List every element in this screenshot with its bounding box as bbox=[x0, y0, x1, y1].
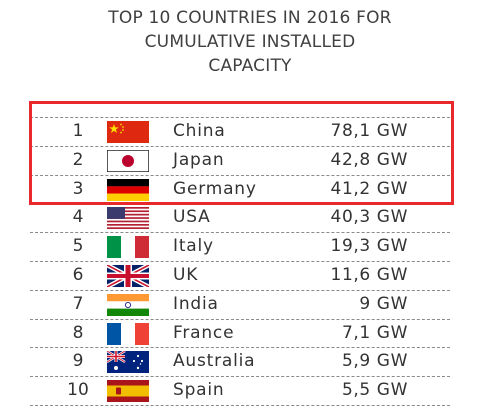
table-row: 8 France 7,1 GW bbox=[30, 320, 450, 349]
australia-flag-icon bbox=[107, 351, 149, 374]
rank-label: 10 bbox=[67, 380, 89, 401]
india-flag-icon bbox=[107, 293, 149, 316]
table-row: 10 Spain 5,5 GW bbox=[30, 377, 450, 406]
spain-flag-icon bbox=[107, 380, 149, 403]
chart-title-line-1: TOP 10 COUNTRIES IN 2016 FOR bbox=[108, 8, 392, 28]
country-label: UK bbox=[173, 264, 199, 285]
table-row: 7 India 9 GW bbox=[30, 291, 450, 320]
country-label: Germany bbox=[173, 178, 257, 199]
capacity-value: 42,8 GW bbox=[330, 149, 408, 170]
capacity-value: 9 GW bbox=[359, 293, 408, 314]
usa-flag-icon bbox=[107, 207, 149, 230]
table-row: 9 Australia 5,9 GW bbox=[30, 348, 450, 378]
italy-flag-icon bbox=[107, 236, 149, 259]
rank-label: 9 bbox=[72, 351, 84, 372]
capacity-value: 5,9 GW bbox=[341, 351, 408, 372]
rank-label: 2 bbox=[72, 149, 84, 170]
table-row: 1 China 78,1 GW bbox=[30, 117, 450, 147]
country-label: Spain bbox=[173, 380, 225, 401]
rank-label: 4 bbox=[72, 207, 84, 228]
rank-label: 8 bbox=[72, 322, 84, 343]
table-row: 4 USA 40,3 GW bbox=[30, 204, 450, 234]
capacity-value: 19,3 GW bbox=[330, 236, 408, 257]
china-flag-icon bbox=[107, 121, 149, 143]
germany-flag-icon bbox=[107, 178, 149, 201]
country-label: France bbox=[173, 322, 235, 343]
country-label: India bbox=[173, 293, 219, 314]
capacity-value: 7,1 GW bbox=[341, 322, 408, 343]
capacity-value: 40,3 GW bbox=[330, 207, 408, 228]
chart-title: TOP 10 COUNTRIES IN 2016 FOR CUMULATIVE … bbox=[0, 6, 500, 78]
chart-title-line-2: CUMULATIVE INSTALLED bbox=[144, 32, 356, 52]
top-three-highlight-box bbox=[29, 101, 454, 205]
rank-label: 5 bbox=[72, 236, 84, 257]
capacity-value: 11,6 GW bbox=[330, 264, 408, 285]
chart-title-line-3: CAPACITY bbox=[208, 56, 292, 76]
capacity-value: 78,1 GW bbox=[330, 121, 408, 141]
country-label: Japan bbox=[173, 149, 225, 170]
rank-label: 1 bbox=[72, 121, 84, 141]
country-label: Italy bbox=[173, 236, 214, 257]
uk-flag-icon bbox=[107, 264, 149, 287]
country-label: USA bbox=[173, 207, 211, 228]
country-label: Australia bbox=[173, 351, 256, 372]
rank-label: 7 bbox=[72, 293, 84, 314]
france-flag-icon bbox=[107, 322, 149, 345]
table-row: 2 Japan 42,8 GW bbox=[30, 147, 450, 176]
rank-label: 3 bbox=[72, 178, 84, 199]
capacity-value: 41,2 GW bbox=[330, 178, 408, 199]
capacity-value: 5,5 GW bbox=[341, 380, 408, 401]
table-row: 6 UK 11,6 GW bbox=[30, 262, 450, 291]
japan-flag-icon bbox=[107, 149, 149, 172]
table-row: 5 Italy 19,3 GW bbox=[30, 233, 450, 262]
rank-label: 6 bbox=[72, 264, 84, 285]
country-label: China bbox=[173, 121, 226, 141]
ranking-table: 1 China 78,1 GW 2 Japan 42,8 GW 3 Germany 41,2 G… bbox=[30, 117, 450, 406]
